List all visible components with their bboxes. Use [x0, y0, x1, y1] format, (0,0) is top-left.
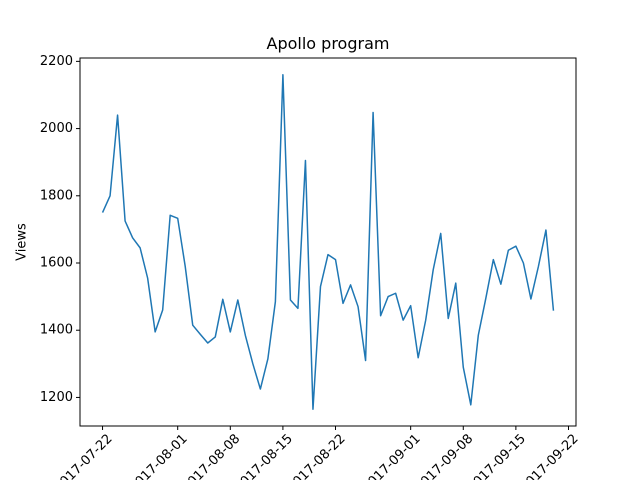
x-tick-label: 2017-09-15 — [465, 431, 529, 480]
y-tick-label: 1400 — [40, 323, 73, 338]
x-tick-label: 2017-09-08 — [412, 431, 476, 480]
y-tick-label: 2000 — [40, 121, 73, 136]
x-tick-label: 2017-07-22 — [52, 431, 116, 480]
y-tick-label: 1800 — [40, 188, 73, 203]
x-tick-label: 2017-09-01 — [360, 431, 424, 480]
line-series — [101, 74, 555, 410]
x-tick-label: 2017-08-08 — [179, 431, 243, 480]
x-tick-label: 2017-08-22 — [285, 431, 349, 480]
chart-title: Apollo program — [267, 34, 390, 53]
y-axis-label: Views — [15, 223, 30, 261]
x-tick-label: 2017-08-15 — [232, 431, 296, 480]
x-tick-label: 2017-09-22 — [517, 431, 581, 480]
plot-frame — [79, 57, 577, 427]
y-tick-label: 1200 — [40, 390, 73, 405]
x-tick-label: 2017-08-01 — [127, 431, 191, 480]
y-tick-label: 2200 — [40, 54, 73, 69]
y-tick-label: 1600 — [40, 256, 73, 271]
